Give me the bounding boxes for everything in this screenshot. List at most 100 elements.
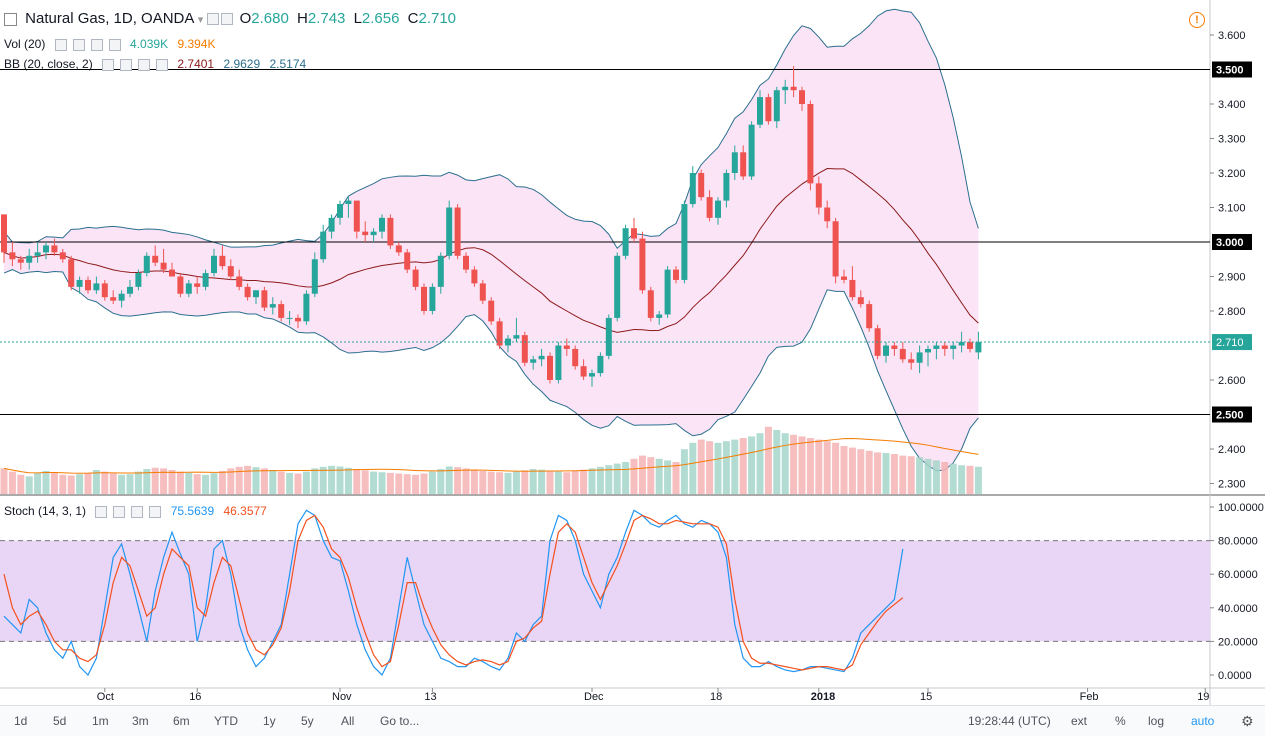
range-1d[interactable]: 1d [14,714,28,728]
candle-body [857,297,864,305]
candle-body [395,245,402,253]
candle-body [715,200,721,218]
candle-body [580,366,587,377]
add-icon[interactable] [90,38,103,51]
candle-body [227,266,234,277]
price-tag-bg [1212,406,1252,423]
candle-body [647,290,654,318]
settings-icon[interactable] [113,505,126,518]
close-value: 2.710 [418,10,457,27]
volume-bar [924,458,932,494]
percent-toggle[interactable]: % [1115,714,1126,728]
candle-body [807,104,814,184]
volume-bar [554,471,562,494]
close-icon[interactable] [156,58,169,71]
candle-body [899,348,906,360]
ext-toggle[interactable]: ext [1071,714,1088,728]
range-5d[interactable]: 5d [53,714,67,728]
menu-icon[interactable] [4,12,17,26]
volume-bar [344,467,352,494]
candle-body [51,245,58,253]
eye-icon[interactable] [102,58,115,71]
bottom-toolbar: 1d 5d 1m 3m 6m YTD 1y 5y All Go to... 19… [0,705,1265,736]
volume-bar [966,465,974,494]
volume-bar [596,466,604,494]
stoch-tick-label: 0.0000 [1218,670,1252,682]
volume-bar [286,472,294,494]
volume-bar [630,458,638,494]
dropdown-icon[interactable]: ▾ [197,14,204,26]
volume-bar [580,469,588,494]
bb-label[interactable]: BB (20, close, 2) [4,57,93,71]
stoch-d-line [3,514,904,671]
volume-bar [294,473,302,494]
volume-bar [756,433,764,494]
add-icon[interactable] [131,505,144,518]
auto-toggle[interactable]: auto [1191,714,1215,728]
range-3m[interactable]: 3m [132,714,149,728]
volume-bar [706,441,714,494]
last-price-tag-bg [1212,334,1252,351]
chart-canvas[interactable]: 3.600 3.500 3.400 3.300 3.200 3.100 3.000 2.900… [0,0,1265,705]
utc-clock[interactable]: 19:28:44 (UTC) [968,714,1051,728]
volume-bar [899,455,907,494]
add-icon[interactable] [138,58,151,71]
price-tick-label: 2.800 [1218,306,1246,318]
candle-body [379,217,385,232]
candle-body [454,207,461,256]
volume-bar [571,470,579,494]
symbol-title[interactable]: Natural Gas, 1D, OANDA [25,10,194,27]
range-ytd[interactable]: YTD [214,714,238,728]
range-1y[interactable]: 1y [263,714,276,728]
eye-icon[interactable] [54,38,67,51]
volume-bar [311,468,319,494]
volume-label[interactable]: Vol (20) [4,37,46,51]
candle-body [933,345,940,349]
range-5y[interactable]: 5y [301,714,314,728]
close-icon[interactable] [149,505,162,518]
range-1m[interactable]: 1m [92,714,109,728]
volume-bar [890,454,898,494]
settings-icon[interactable] [120,58,133,71]
volume-bar [395,473,403,494]
candle-body [773,90,780,122]
candle-body [757,97,763,125]
range-6m[interactable]: 6m [173,714,190,728]
volume-bar [42,470,50,494]
time-tick-label: 2018 [811,691,835,703]
candle-body [706,197,713,218]
candle-body [421,286,427,311]
volume-bar [319,466,327,494]
candle-body [93,283,100,291]
volume-bar [370,471,378,494]
gear-icon[interactable]: ⚙ [1241,713,1254,729]
eye-icon[interactable] [95,505,108,518]
time-tick-label: Feb [1080,691,1099,703]
bb-basis-line [3,168,979,333]
log-toggle[interactable]: log [1148,714,1165,728]
close-icon[interactable] [108,38,121,51]
goto-button[interactable]: Go to... [380,714,420,728]
volume-bar [252,467,260,494]
settings-icon[interactable] [221,13,234,26]
candle-body [202,273,209,287]
candle-body [353,200,360,232]
bb-lower-value: 2.5174 [269,57,307,71]
volume-bar [680,449,688,494]
range-all[interactable]: All [341,714,355,728]
eye-icon[interactable] [207,13,220,26]
close-label: C [407,10,419,27]
volume-bar [176,471,184,494]
price-tag-label: 3.500 [1216,65,1244,77]
volume-bar [664,460,672,494]
stoch-tick-label: 100.0000 [1218,502,1264,514]
candle-body [437,255,444,287]
stoch-label[interactable]: Stoch (14, 3, 1) [4,504,87,518]
candle-body [9,252,16,260]
time-tick-label: 13 [424,691,436,703]
volume-bar [496,472,504,494]
volume-bar [739,438,747,494]
warning-icon[interactable]: ! [1189,12,1205,28]
settings-icon[interactable] [72,38,85,51]
price-tick-label: 2.600 [1218,375,1246,387]
